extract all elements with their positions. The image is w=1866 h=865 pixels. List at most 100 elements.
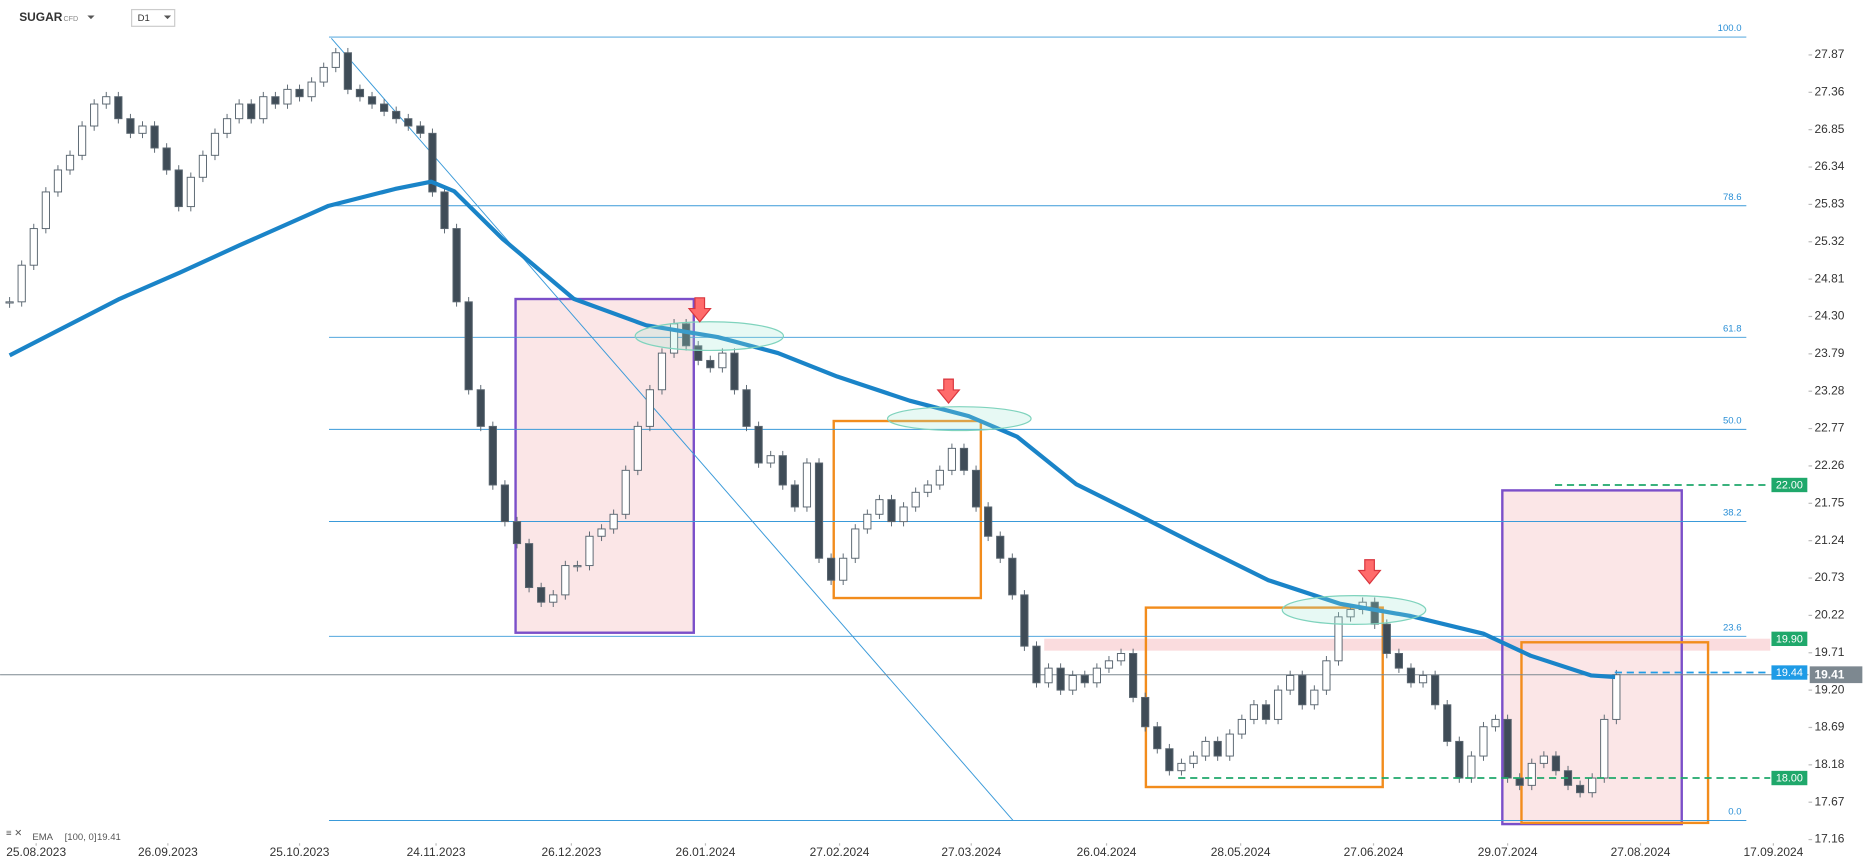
candle (416, 125, 425, 134)
timeframe-dropdown[interactable] (163, 15, 172, 20)
candle (464, 301, 473, 391)
candle (500, 484, 510, 523)
level-tag (1771, 477, 1808, 493)
candle (875, 499, 884, 515)
candle (1032, 645, 1041, 684)
x-tick-label: 27.02.2024 (810, 845, 870, 859)
plot: 100.0 78.6 61.8 50.0 38.2 23.6 0.0 22.00 19.90 19… (0, 23, 1863, 859)
legend-icons[interactable]: ≡ ✕ (6, 828, 22, 839)
candle (609, 513, 618, 530)
candle (271, 96, 280, 105)
candle (138, 125, 147, 134)
candle (1310, 689, 1319, 706)
candle (150, 125, 159, 149)
candle (452, 228, 461, 303)
level-tag-label: 19.90 (1776, 633, 1803, 645)
zone-box (514, 297, 695, 634)
highlight-ellipse (1281, 595, 1427, 625)
candle (222, 118, 232, 134)
level-tag (1771, 770, 1808, 786)
candle (657, 352, 667, 391)
candle (1527, 762, 1536, 786)
candle (1406, 667, 1416, 684)
candle (790, 484, 799, 508)
x-tick-label: 27.06.2024 (1344, 845, 1404, 859)
candle (1104, 660, 1114, 669)
x-tick-label: 27.03.2024 (941, 845, 1001, 859)
candle (694, 345, 703, 361)
candle (1394, 653, 1403, 669)
candle (1467, 755, 1476, 779)
candle (1056, 667, 1065, 691)
x-tick-label: 26.04.2024 (1077, 845, 1137, 859)
candle (1491, 718, 1500, 728)
fib-label: 61.8 (1723, 323, 1742, 334)
candle (1008, 557, 1017, 596)
candle (17, 264, 26, 303)
candle (597, 528, 606, 537)
candle (41, 191, 50, 230)
candle (621, 469, 630, 515)
zone-box (832, 419, 983, 600)
candle (971, 469, 981, 508)
down-arrow (687, 297, 712, 323)
candle (1443, 704, 1452, 742)
timeframe[interactable]: D1 (138, 13, 150, 24)
symbol[interactable]: SUGAR (19, 10, 63, 24)
symbol-dropdown[interactable] (87, 15, 95, 20)
candle (343, 52, 352, 90)
y-tick-label: 25.83 (1815, 197, 1845, 211)
y-tick-label: 21.24 (1815, 533, 1845, 547)
zone-box (1520, 641, 1710, 825)
candle (1213, 740, 1222, 757)
fib-label: 0.0 (1728, 807, 1741, 818)
candle (778, 455, 787, 486)
y-tick-label: 19.20 (1815, 682, 1845, 696)
candle (839, 557, 848, 581)
y-tick-label: 17.67 (1815, 794, 1845, 808)
candle (1129, 653, 1138, 698)
candle (259, 96, 268, 120)
candle (1515, 777, 1524, 786)
candle (198, 154, 208, 178)
candle (537, 587, 546, 603)
candle (766, 455, 775, 464)
y-tick-label: 21.75 (1815, 495, 1845, 509)
y-tick-label: 27.87 (1815, 47, 1845, 61)
candle (77, 125, 87, 156)
trend-line (331, 37, 1014, 821)
x-tick-label: 25.10.2023 (270, 845, 330, 859)
candle (923, 484, 932, 493)
candle (235, 103, 244, 120)
x-tick-label: 28.05.2024 (1211, 845, 1271, 859)
candle (718, 352, 727, 369)
candle (1346, 609, 1355, 618)
candle (1431, 674, 1440, 706)
y-tick-label: 22.26 (1815, 458, 1845, 472)
candle (90, 103, 99, 127)
candle (826, 557, 836, 581)
candle (730, 352, 739, 391)
x-tick-label: 29.07.2024 (1478, 845, 1538, 859)
timeframe-box[interactable] (131, 8, 176, 27)
candle (1165, 748, 1174, 772)
level-tag-label: 22.00 (1776, 479, 1803, 491)
candle (851, 528, 860, 559)
candle (1153, 726, 1162, 750)
candle (1455, 740, 1464, 779)
candle (380, 103, 389, 112)
candle (186, 176, 195, 208)
candle (887, 499, 896, 523)
down-arrow (1357, 559, 1382, 585)
x-tick-label: 17.09.2024 (1743, 845, 1803, 859)
x-tick-label: 26.09.2023 (138, 845, 198, 859)
y-tick-label: 23.79 (1815, 346, 1845, 360)
candle (174, 169, 183, 208)
candle (742, 389, 751, 427)
fib-label: 78.6 (1723, 192, 1742, 203)
candle (682, 323, 691, 347)
candle (1418, 674, 1428, 684)
candle (319, 66, 328, 83)
